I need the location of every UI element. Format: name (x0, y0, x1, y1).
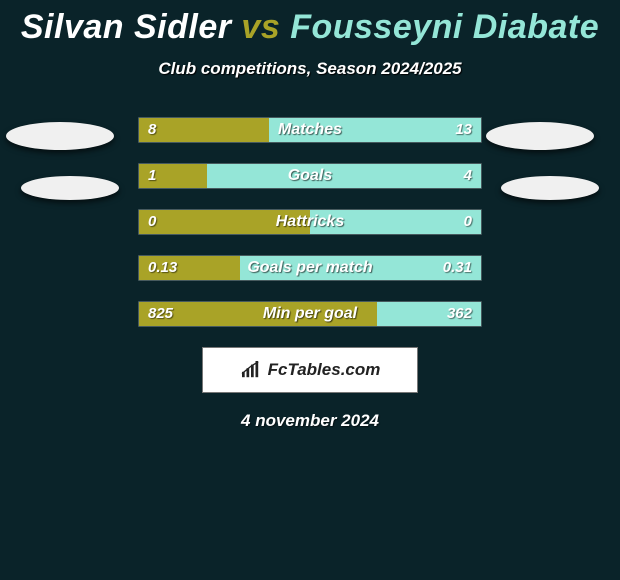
source-badge-text: FcTables.com (268, 360, 381, 380)
stat-barwrap (138, 255, 482, 281)
stat-bar-left (139, 210, 310, 234)
stats-section: 813Matches14Goals00Hattricks0.130.31Goal… (0, 117, 620, 327)
stat-value-right: 362 (447, 301, 472, 327)
stat-value-right: 0 (464, 209, 472, 235)
stat-bar-right (207, 164, 481, 188)
stat-value-left: 0 (148, 209, 156, 235)
stat-row: 813Matches (138, 117, 482, 143)
title-player2: Fousseyni Diabate (290, 8, 599, 46)
stat-barwrap (138, 209, 482, 235)
stat-barwrap (138, 117, 482, 143)
stat-row: 0.130.31Goals per match (138, 255, 482, 281)
stat-value-left: 1 (148, 163, 156, 189)
stat-value-left: 825 (148, 301, 173, 327)
source-badge: FcTables.com (202, 347, 418, 393)
stat-bar-left (139, 118, 269, 142)
stat-value-right: 0.31 (443, 255, 472, 281)
date-text: 4 november 2024 (0, 411, 620, 431)
stat-value-left: 0.13 (148, 255, 177, 281)
chart-icon (240, 361, 262, 379)
stat-row: 14Goals (138, 163, 482, 189)
stat-value-left: 8 (148, 117, 156, 143)
stat-row: 825362Min per goal (138, 301, 482, 327)
title: Silvan Sidler vs Fousseyni Diabate (0, 0, 620, 47)
stat-bar-right (269, 118, 481, 142)
stat-bar-right (310, 210, 481, 234)
stat-value-right: 13 (455, 117, 472, 143)
stat-barwrap (138, 163, 482, 189)
stat-bar-left (139, 302, 377, 326)
title-player1: Silvan Sidler (21, 8, 232, 46)
title-vs: vs (241, 8, 280, 46)
infographic-container: Silvan Sidler vs Fousseyni Diabate Club … (0, 0, 620, 580)
subtitle: Club competitions, Season 2024/2025 (0, 59, 620, 79)
stat-value-right: 4 (464, 163, 472, 189)
stat-barwrap (138, 301, 482, 327)
stat-row: 00Hattricks (138, 209, 482, 235)
